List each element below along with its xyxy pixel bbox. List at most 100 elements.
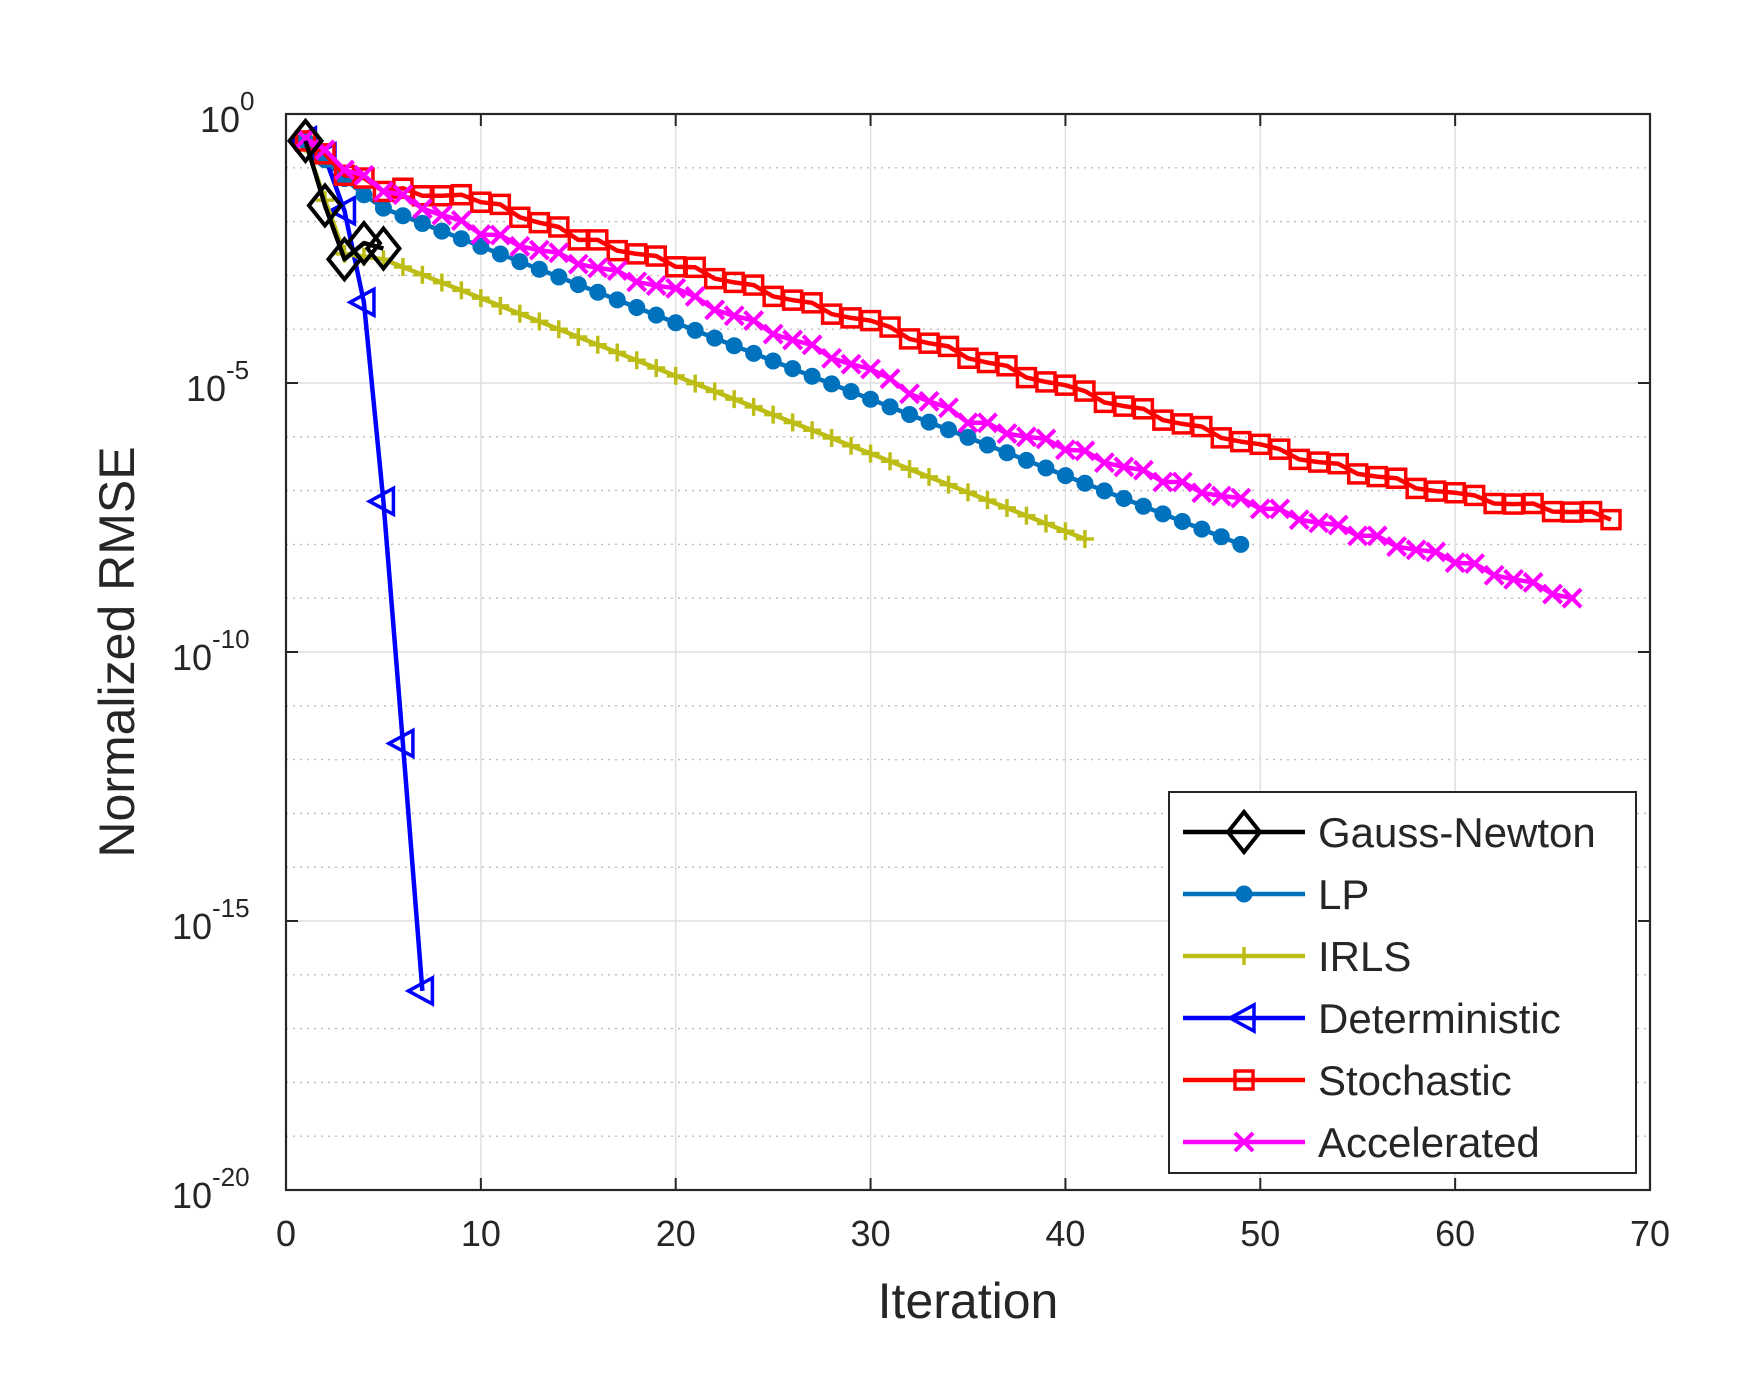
y-tick-label: 10 -20 <box>172 1162 250 1216</box>
data-point <box>295 127 316 149</box>
y-tick-label-base: 10 <box>186 368 226 409</box>
data-point <box>394 207 412 225</box>
data-point <box>1056 522 1075 541</box>
data-point-b <box>684 285 706 307</box>
data-point <box>957 412 979 434</box>
data-point <box>977 412 998 434</box>
data-point <box>393 258 412 277</box>
legend-item-deterministic: Deterministic <box>1183 995 1561 1042</box>
data-point <box>608 291 626 309</box>
data-point <box>628 298 646 316</box>
data-point <box>1308 512 1330 534</box>
data-point-b <box>626 271 648 293</box>
data-point-b <box>1113 456 1135 478</box>
data-point <box>1075 530 1094 549</box>
data-point <box>686 374 705 393</box>
x-axis-title: Iteration <box>878 1273 1059 1329</box>
series-stochastic <box>294 130 1622 531</box>
data-point <box>470 224 492 245</box>
data-point-b <box>1288 509 1310 531</box>
legend-label: Stochastic <box>1318 1057 1512 1104</box>
data-point-b <box>373 181 394 202</box>
data-point-b <box>1269 498 1291 520</box>
data-point <box>842 436 861 455</box>
data-point <box>1425 541 1447 563</box>
data-point <box>705 382 724 401</box>
y-tick-label-exponent: -15 <box>212 893 250 923</box>
data-point <box>647 306 665 324</box>
data-point <box>879 316 901 338</box>
legend-item-stochastic: Stochastic <box>1183 1057 1512 1104</box>
data-point <box>899 383 920 405</box>
data-point-b <box>1522 572 1544 593</box>
data-point-b <box>1425 541 1447 563</box>
data-point-b <box>1152 471 1174 493</box>
data-point <box>1327 514 1349 536</box>
data-point-b <box>1074 440 1096 462</box>
data-point <box>374 199 392 217</box>
data-point <box>918 390 940 412</box>
data-point-b <box>645 275 667 297</box>
data-point <box>978 491 997 510</box>
data-point <box>392 184 414 206</box>
x-tick-label: 60 <box>1435 1213 1475 1254</box>
data-point-b <box>1366 525 1388 547</box>
legend-label: IRLS <box>1318 933 1411 980</box>
data-point <box>881 452 900 471</box>
data-point <box>900 460 919 479</box>
y-tick-label-base: 10 <box>172 637 212 678</box>
data-point <box>801 334 823 356</box>
data-point <box>1347 525 1369 547</box>
data-point <box>704 299 726 321</box>
data-point-b <box>704 299 726 321</box>
data-point <box>353 167 375 189</box>
data-point <box>1017 506 1036 525</box>
y-tick-label: 10 -10 <box>172 624 250 678</box>
data-point <box>842 383 860 401</box>
data-point-b <box>431 204 453 226</box>
data-point <box>1173 512 1191 530</box>
data-point-b <box>918 390 940 412</box>
y-axis-title: Normalized RMSE <box>89 446 145 857</box>
data-point <box>998 444 1016 462</box>
data-point <box>433 222 451 240</box>
data-point <box>530 260 548 278</box>
data-point <box>803 421 822 440</box>
data-point <box>510 304 529 323</box>
data-point <box>1522 572 1544 593</box>
data-point-b <box>470 224 492 245</box>
data-point <box>1154 505 1172 523</box>
data-point <box>411 198 433 220</box>
series-accelerated <box>295 127 1583 609</box>
data-point <box>489 193 512 216</box>
y-tick-label-exponent: 0 <box>240 86 254 116</box>
data-point-b <box>1210 485 1232 507</box>
data-point <box>549 320 568 339</box>
data-point-b <box>1230 487 1252 509</box>
data-point <box>1076 474 1094 492</box>
data-point-b <box>996 423 1018 444</box>
data-point <box>783 413 802 432</box>
series-gauss-newton <box>286 117 402 283</box>
data-point-b <box>450 210 472 231</box>
data-point <box>452 230 470 248</box>
data-point <box>1561 587 1583 609</box>
data-point <box>587 229 609 251</box>
data-point <box>684 285 706 307</box>
data-point <box>404 975 435 1007</box>
data-point-b <box>1035 428 1057 450</box>
data-point <box>606 260 628 281</box>
y-tick-label: 10 -5 <box>186 355 249 409</box>
data-point <box>762 323 784 345</box>
data-point-b <box>1561 587 1583 609</box>
data-point <box>286 117 325 165</box>
legend-label: Gauss-Newton <box>1318 809 1596 856</box>
data-point-b <box>1191 482 1213 504</box>
y-tick-label: 10 -15 <box>172 893 250 947</box>
data-point <box>1193 520 1211 538</box>
data-point <box>627 351 646 370</box>
data-point <box>365 485 396 518</box>
data-point <box>314 143 336 165</box>
legend-label: LP <box>1318 871 1369 918</box>
data-point <box>1191 482 1213 504</box>
